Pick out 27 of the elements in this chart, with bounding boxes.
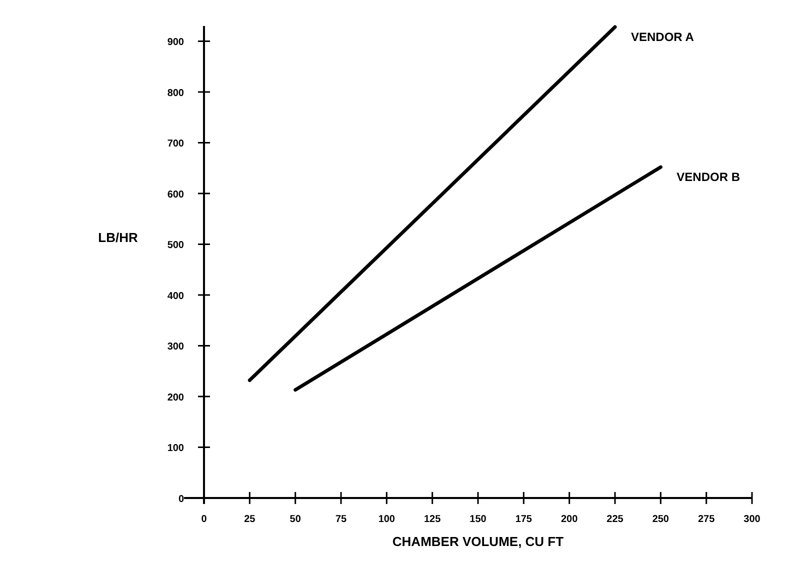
- y-tick-label: 200: [167, 392, 184, 404]
- y-tick-label: 900: [167, 37, 184, 48]
- x-tick-label: 50: [290, 514, 302, 525]
- series-label: VENDOR B: [676, 170, 740, 184]
- x-tick-label: 250: [652, 514, 670, 525]
- x-tick-label: 150: [470, 514, 487, 525]
- y-tick-label: 300: [167, 342, 184, 353]
- y-tick-label: 100: [167, 443, 184, 454]
- series-label: VENDOR A: [631, 30, 694, 44]
- x-tick-label: 175: [515, 514, 532, 525]
- x-tick-label: 275: [698, 514, 716, 525]
- y-tick-label: 700: [167, 138, 184, 150]
- x-axis-title: CHAMBER VOLUME, CU FT: [392, 534, 564, 549]
- y-tick-label: 800: [167, 88, 184, 99]
- y-tick-label: 0: [178, 494, 184, 505]
- x-tick-label: 200: [560, 514, 578, 525]
- x-tick-label: 25: [244, 514, 256, 525]
- y-axis-title: LB/HR: [98, 230, 138, 245]
- x-tick-label: 75: [335, 514, 347, 525]
- x-tick-label: 225: [606, 514, 624, 525]
- x-tick-label: 100: [378, 514, 396, 525]
- y-tick-label: 500: [167, 240, 184, 252]
- y-tick-label: 400: [167, 290, 184, 302]
- x-tick-label: 300: [744, 514, 761, 525]
- x-tick-label: 0: [201, 514, 208, 525]
- y-tick-label: 600: [167, 189, 184, 200]
- x-tick-label: 125: [424, 514, 442, 525]
